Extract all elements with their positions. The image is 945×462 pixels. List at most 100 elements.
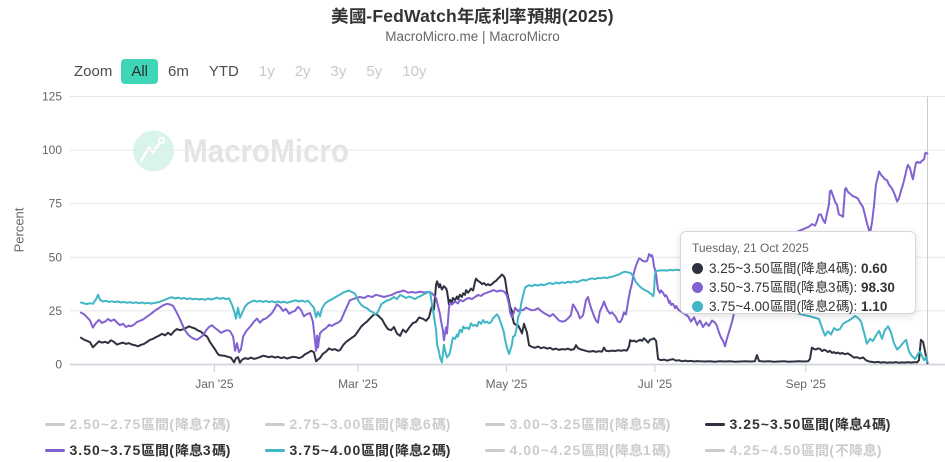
cjk-glyph (395, 443, 409, 457)
tooltip-date: Tuesday, 21 Oct 2025 (692, 241, 809, 255)
cjk-glyph (863, 442, 877, 457)
macromicro-watermark: MacroMicro (133, 130, 349, 172)
tooltip-row: 3.50~3.75(3): 98.30 (692, 278, 903, 297)
legend-item[interactable]: 3.00~3.25(5) (473, 416, 693, 432)
cjk-glyph (431, 443, 446, 457)
legend-label: 3.25~3.50(4) (729, 416, 892, 432)
cjk-glyph (651, 417, 666, 431)
cjk-glyph (581, 417, 595, 431)
cjk-glyph (849, 416, 863, 431)
series-line-1[interactable] (80, 151, 929, 354)
watermark-peak-dot (157, 136, 166, 145)
cjk-glyph (361, 443, 375, 457)
legend-item[interactable]: 3.50~3.75(3) (33, 442, 253, 458)
legend-marker (484, 448, 505, 452)
cjk-glyph (409, 442, 423, 457)
chart-tooltip: Tuesday, 21 Oct 2025 3.25~3.50(4): 0.60 3… (680, 231, 916, 314)
tooltip-row: 3.75~4.00(2): 1.10 (692, 297, 903, 316)
cjk-glyph (815, 443, 829, 457)
cjk-glyph (770, 261, 784, 275)
legend-marker (44, 422, 65, 426)
legend-marker (264, 422, 285, 426)
legend-row: 3.50~3.75(3) 3.75~4.00(2) 4.00~4.25(1) 4.25… (0, 437, 945, 462)
series-line-0[interactable] (80, 273, 929, 365)
cjk-glyph (801, 299, 815, 313)
cjk-glyph (544, 7, 562, 25)
x-axis-label: Sep '25 (786, 377, 827, 391)
cjk-glyph (595, 417, 609, 431)
tooltip-row: 3.25~3.50(4): 0.60 (692, 259, 903, 278)
legend-marker (704, 448, 725, 452)
legend-marker (264, 448, 285, 452)
legend-marker (704, 422, 725, 426)
tooltip-series-dot (692, 263, 703, 274)
tooltip-series-dot (692, 282, 703, 293)
cjk-glyph (457, 7, 475, 25)
legend-marker (44, 448, 65, 452)
cjk-glyph (629, 416, 643, 431)
cjk-glyph (189, 416, 203, 431)
zoom-button-3y: 3y (330, 62, 347, 80)
zoom-button-ytd[interactable]: YTD (208, 62, 239, 80)
cjk-glyph (375, 417, 389, 431)
y-axis-title: Percent (12, 207, 27, 252)
cjk-glyph (835, 280, 850, 294)
cjk-glyph (835, 417, 849, 431)
cjk-glyph (770, 299, 784, 313)
cjk-glyph (783, 280, 797, 294)
cjk-glyph (783, 299, 797, 313)
cjk-glyph (849, 443, 863, 457)
cjk-glyph (801, 417, 815, 431)
legend-label: 2.75~3.00(6) (289, 416, 452, 432)
chart-title: -FedWatch (2025) (0, 6, 945, 27)
legend-label: 3.50~3.75(3) (69, 442, 232, 458)
cjk-glyph (375, 443, 389, 457)
cjk-glyph (835, 299, 850, 313)
cjk-glyph (801, 280, 815, 294)
cjk-glyph (409, 416, 423, 431)
cjk-glyph (581, 443, 595, 457)
zoom-button-6m[interactable]: 6m (168, 62, 189, 80)
legend-marker (484, 422, 505, 426)
cjk-glyph (815, 417, 829, 431)
zoom-button-all[interactable]: All (121, 58, 159, 84)
legend-item[interactable]: 4.00~4.25(1) (473, 442, 693, 458)
cjk-glyph (815, 280, 829, 294)
legend-item[interactable]: 3.25~3.50(4) (693, 416, 913, 432)
cjk-glyph (175, 417, 189, 431)
y-axis-label: 100 (42, 143, 62, 157)
cjk-glyph (331, 6, 349, 25)
cjk-glyph (431, 417, 446, 431)
cjk-glyph (770, 280, 784, 294)
zoom-button-10y: 10y (402, 62, 427, 80)
tooltip-series-label: 3.75~4.00(2) (709, 299, 854, 314)
cjk-glyph (615, 443, 629, 457)
legend-label: 3.75~4.00(2) (289, 442, 452, 458)
cjk-glyph (155, 417, 169, 431)
tooltip-series-label: 3.50~3.75(3) (709, 280, 854, 295)
legend-item[interactable]: 2.75~3.00(6) (253, 416, 473, 432)
zoom-button-2y: 2y (294, 62, 311, 80)
cjk-glyph (815, 261, 829, 275)
zoom-button-1y: 1y (258, 62, 275, 80)
cjk-glyph (349, 7, 367, 25)
legend-item[interactable]: 2.50~2.75(7) (33, 416, 253, 432)
cjk-glyph (492, 7, 510, 25)
cjk-glyph (835, 443, 849, 457)
chart-subtitle: MacroMicro.me | MacroMicro (385, 29, 560, 44)
tooltip-series-value: 1.10 (861, 299, 888, 314)
cjk-glyph (595, 443, 609, 457)
legend-item[interactable]: 4.25~4.50() (693, 442, 913, 458)
x-axis-label: Jul '25 (638, 377, 673, 391)
legend-label: 4.25~4.50() (729, 442, 883, 458)
legend-item[interactable]: 3.75~4.00(2) (253, 442, 473, 458)
watermark-brand-text: MacroMicro (183, 133, 349, 169)
legend-label: 2.50~2.75(7) (69, 416, 232, 432)
cjk-glyph (835, 261, 850, 275)
y-axis-label: 50 (49, 250, 63, 264)
cjk-glyph (629, 442, 643, 457)
cjk-glyph (783, 261, 797, 275)
legend-label: 3.00~3.25(5) (509, 416, 672, 432)
